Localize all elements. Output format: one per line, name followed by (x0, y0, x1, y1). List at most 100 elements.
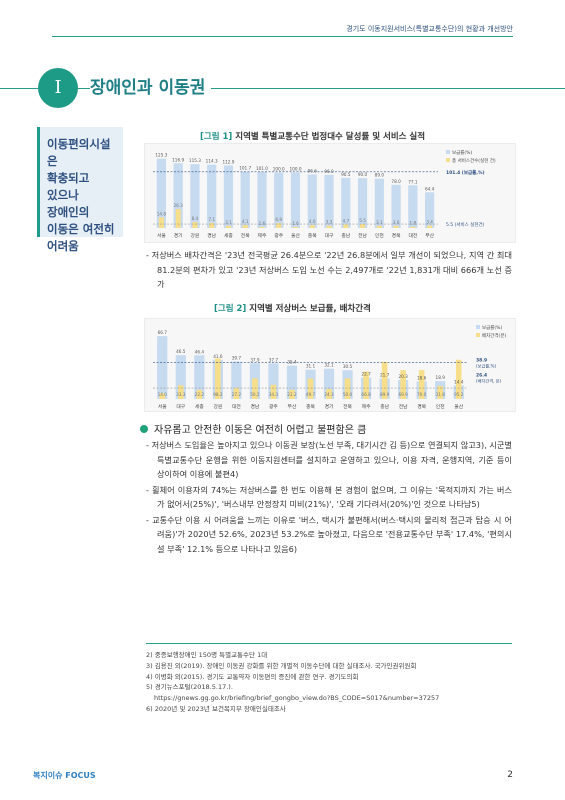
legend-label-series2: 총 서비스건수(실현 건) (452, 157, 496, 164)
bar-series2 (289, 389, 295, 399)
data-label-series1: 14.4 (454, 379, 464, 384)
running-header: 경기도 이동지원서비스(특별교통수단)의 현황과 개선방안 (346, 25, 513, 33)
data-label-series1: 37.7 (269, 357, 279, 362)
bar-series2 (259, 226, 265, 228)
x-tick-label: 울산 (291, 232, 300, 239)
bar-series1 (194, 355, 205, 399)
x-tick-label: 부산 (288, 403, 297, 410)
data-label-series2: 22.2 (195, 392, 205, 397)
bar-series2 (175, 209, 181, 228)
bar-series2 (192, 221, 198, 228)
bar-series1 (231, 361, 242, 399)
footnote: 4) 이병화 외(2015). 경기도 교통약자 이동편의 증진에 관한 연구.… (146, 672, 359, 681)
bar-series2 (276, 223, 282, 228)
chart2-svg: 66.7 14.0 서울 46.5 33.3 대구 46.4 22.2 세종 41.6 98.2 강원… (153, 325, 506, 410)
chart1-frame: 125.3 14.8 서울 116.9 26.3 경기 115.3 8.4 강원 114.3 7.1… (144, 143, 516, 243)
page-number: 2 (507, 770, 513, 780)
x-tick-label: 인천 (436, 403, 445, 410)
footnote: 2) 중증보행장애인 150명 특별교통수단 1대 (146, 651, 268, 659)
legend-label-series1: 보급률(%) (482, 325, 502, 331)
data-label-series2: 4.0 (309, 219, 316, 224)
sidebar-line: 확충되고 (47, 171, 90, 185)
data-label-series1: 46.5 (176, 349, 186, 354)
bar-series1 (341, 177, 351, 228)
legend-label-series2: 배차간격(분) (482, 332, 506, 339)
data-label-series1: 18.9 (436, 375, 446, 380)
data-label-series1: 18.6 (417, 375, 427, 380)
bar-series2 (400, 370, 406, 399)
bar-series2 (381, 361, 388, 399)
data-label-series1: 90.5 (341, 172, 351, 177)
bar-series1 (268, 363, 279, 399)
bar-series2 (360, 224, 366, 228)
bar-series2 (209, 222, 215, 228)
reference-label-series1: 101.4 (보급률,%) (446, 169, 485, 176)
x-tick-label: 부산 (425, 232, 434, 239)
data-label-series2: 24.3 (324, 392, 334, 397)
bar-series1 (391, 184, 401, 228)
data-label-series1: 41.6 (213, 354, 223, 359)
data-label-series2: 22.2 (287, 392, 297, 397)
data-label-series2: 3.4 (426, 220, 433, 225)
x-tick-label: 전남 (399, 403, 408, 410)
data-label-series1: 89.0 (375, 173, 385, 178)
data-label-series2: 69.9 (398, 392, 408, 397)
data-label-series1: 77.1 (408, 179, 418, 184)
data-label-series1: 35.4 (287, 360, 297, 365)
data-label-series1: 39.7 (232, 356, 242, 361)
x-tick-label: 충북 (306, 403, 315, 410)
x-tick-label: 광주 (269, 403, 278, 410)
x-tick-label: 전북 (343, 403, 352, 410)
bar-series2 (393, 225, 399, 228)
bar-series1 (175, 355, 186, 399)
bar-series1 (408, 185, 418, 228)
data-label-series2: 7.1 (208, 217, 215, 222)
data-label-series1: 46.4 (195, 349, 205, 354)
section-rule (0, 88, 565, 89)
figure1-title-text: 지역별 특별교통수단 법정대수 달성률 및 서비스 실적 (235, 132, 426, 142)
bar-series2 (307, 378, 314, 399)
bar-series2 (252, 378, 258, 399)
x-tick-label: 경남 (207, 232, 216, 239)
bar-series2 (410, 226, 416, 228)
legend-swatch-series1 (446, 150, 450, 154)
x-tick-label: 경기 (174, 232, 183, 239)
bar-series1 (190, 164, 200, 228)
bar-series1 (240, 171, 250, 228)
paragraph-bus-interval: - 저상버스 배차간격은 '23년 전국평균 26.4분으로 '22년 26.8… (146, 248, 512, 293)
data-label-series1: 66.7 (158, 330, 168, 335)
bar-series1 (286, 365, 298, 399)
bar-series1 (257, 172, 267, 228)
data-label-series1: 100.0 (290, 167, 302, 172)
bar-series2 (437, 385, 444, 399)
footnote-url[interactable]: https://gnews.gg.go.kr/briefing/brief_go… (154, 694, 440, 703)
figure1-number: [그림 1] (200, 132, 233, 142)
data-label-series1: 114.3 (206, 159, 218, 164)
reference-label-series2-unit: (배차간격, 분) (476, 377, 502, 384)
bar-series2 (196, 389, 203, 399)
footnote: 3) 김용진 외(2019). 장애인 이동권 강화를 위한 개별적 이동수단에… (146, 661, 417, 670)
footnote-rule (146, 643, 512, 644)
data-label-series1: 125.3 (155, 153, 167, 158)
data-label-series2: 27.2 (232, 392, 242, 397)
figure2-number: [그림 2] (214, 304, 247, 314)
x-tick-label: 강원 (190, 232, 199, 239)
data-label-series1: 101.0 (256, 166, 268, 171)
bar-series2 (158, 217, 164, 228)
data-label-series1: 116.9 (172, 157, 184, 162)
reference-label-series1-unit: (보급률,%) (476, 363, 497, 368)
bar-series1 (374, 178, 384, 228)
x-tick-label: 충남 (380, 403, 389, 410)
data-label-series2: 95.2 (454, 392, 464, 397)
figure1-title: [그림 1] 지역별 특별교통수단 법정대수 달성률 및 서비스 실적 (200, 130, 425, 142)
data-label-series2: 49.7 (306, 392, 316, 397)
data-label-series2: 31.8 (436, 392, 446, 397)
data-label-series2: 98.2 (213, 392, 223, 397)
bar-series2 (326, 388, 332, 399)
data-label-series1: 115.3 (189, 158, 201, 163)
data-label-series2: 50.2 (250, 392, 260, 397)
data-label-series2: 4.1 (242, 219, 249, 224)
detail-list: - 저상버스 도입율은 높아지고 있으나 이동권 보장(노선 부족, 대기시간 … (146, 438, 512, 557)
data-label-series2: 70.0 (417, 392, 427, 397)
reference-label-series1: 38.9 (476, 357, 487, 363)
